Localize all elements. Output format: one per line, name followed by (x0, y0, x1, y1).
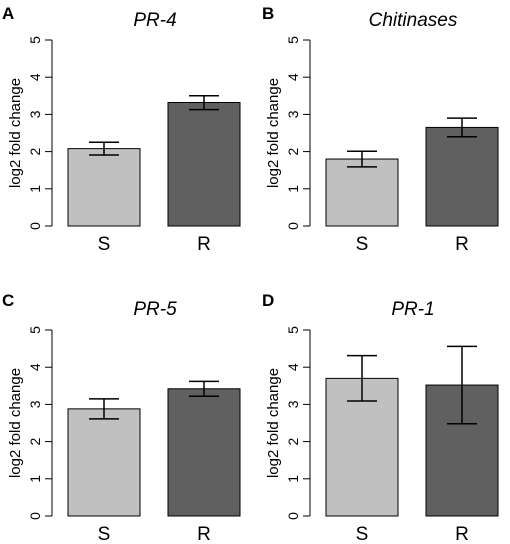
y-tick-label: 5 (285, 326, 301, 334)
panel-c: C PR-5 0 1 2 3 4 5 log2 fold change S R (2, 291, 241, 544)
y-tick-label: 3 (285, 400, 301, 408)
y-tick-label: 4 (27, 73, 43, 81)
y-tick-label: 5 (285, 36, 301, 44)
y-tick-label: 4 (285, 363, 301, 371)
y-tick-label: 0 (285, 512, 301, 520)
panel-letter: C (2, 291, 14, 310)
y-axis-title: log2 fold change (7, 368, 24, 478)
y-tick-label: 0 (27, 222, 43, 230)
y-tick-label: 2 (285, 147, 301, 155)
x-category-label: R (455, 234, 469, 255)
panel-letter: D (262, 291, 274, 310)
panel-title: PR-1 (391, 299, 434, 320)
y-tick-label: 0 (27, 512, 43, 520)
x-category-label: S (356, 524, 369, 544)
y-tick-label: 0 (285, 222, 301, 230)
y-tick-label: 1 (285, 185, 301, 193)
y-tick-label: 5 (27, 326, 43, 334)
y-tick-label: 4 (285, 73, 301, 81)
panel-letter: A (2, 4, 14, 23)
y-tick-label: 2 (27, 147, 43, 155)
x-category-label: S (356, 234, 369, 255)
bar-r (167, 101, 241, 227)
bar-r (425, 126, 499, 227)
bar-s (67, 408, 141, 517)
panel-a: A PR-4 0 1 2 3 4 5 log2 fold change S R (2, 4, 241, 255)
x-category-label: R (197, 524, 211, 544)
panel-title: Chitinases (369, 10, 458, 31)
y-tick-label: 1 (285, 475, 301, 483)
y-tick-label: 2 (285, 437, 301, 445)
x-category-label: R (197, 234, 211, 255)
y-tick-label: 5 (27, 36, 43, 44)
bar-r (167, 388, 241, 517)
x-category-label: S (98, 524, 111, 544)
panel-d: D PR-1 0 1 2 3 4 5 log2 fold change S R (262, 291, 499, 544)
y-axis-title: log2 fold change (265, 78, 282, 188)
y-tick-label: 3 (285, 110, 301, 118)
panel-title: PR-5 (133, 299, 177, 320)
y-axis-title: log2 fold change (7, 78, 24, 188)
panel-b: B Chitinases 0 1 2 3 4 5 log2 fold change S R (262, 4, 499, 255)
x-category-label: R (455, 524, 469, 544)
bar-s (67, 148, 141, 227)
y-tick-label: 3 (27, 400, 43, 408)
bar-s (325, 158, 399, 227)
y-tick-label: 4 (27, 363, 43, 371)
y-tick-label: 2 (27, 437, 43, 445)
y-axis-title: log2 fold change (265, 368, 282, 478)
y-tick-label: 3 (27, 110, 43, 118)
y-tick-label: 1 (27, 185, 43, 193)
y-tick-label: 1 (27, 475, 43, 483)
panel-letter: B (262, 4, 274, 23)
panel-title: PR-4 (133, 10, 176, 31)
x-category-label: S (98, 234, 111, 255)
